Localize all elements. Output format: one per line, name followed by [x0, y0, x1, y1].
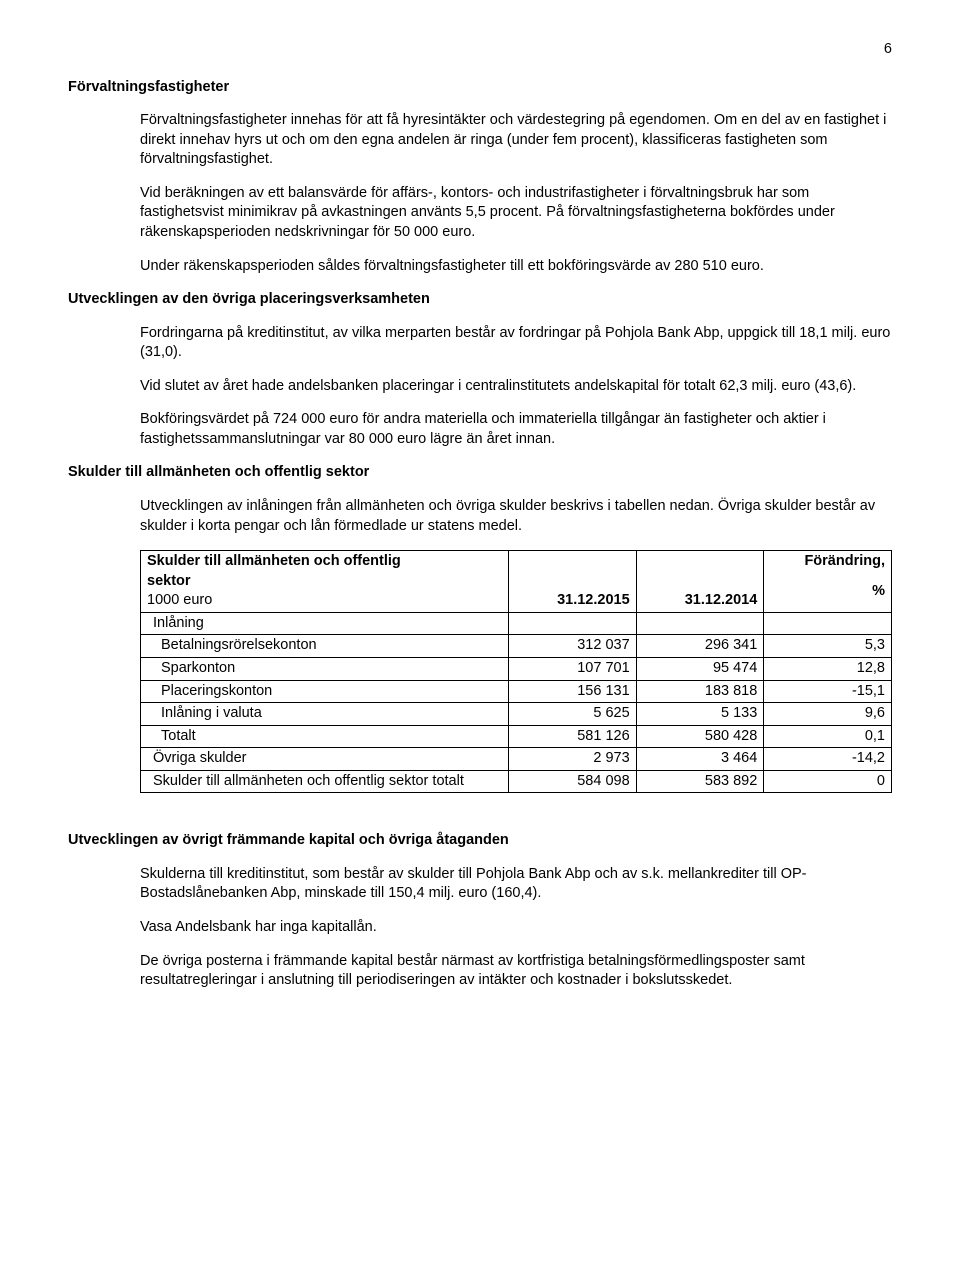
row-value: 5 133 — [636, 703, 764, 726]
col-change-l1: Förändring, — [764, 551, 892, 582]
row-value: -15,1 — [764, 680, 892, 703]
s2-p1: Fordringarna på kreditinstitut, av vilka… — [140, 324, 892, 363]
heading-utvecklingen-placering: Utvecklingen av den övriga placeringsver… — [68, 290, 892, 310]
row-value: 581 126 — [509, 725, 637, 748]
row-value: 3 464 — [636, 748, 764, 771]
s1-p2: Vid beräkningen av ett balansvärde för a… — [140, 184, 892, 243]
row-value: 156 131 — [509, 680, 637, 703]
row-value: 0,1 — [764, 725, 892, 748]
table-title-l1: Skulder till allmänheten och offentlig — [147, 553, 401, 569]
row-label: Inlåning — [141, 612, 509, 635]
row-label: Placeringskonton — [141, 680, 509, 703]
table-row: Inlåning i valuta5 6255 1339,6 — [141, 703, 892, 726]
section-3-body: Utvecklingen av inlåningen från allmänhe… — [140, 497, 892, 536]
table-unit: 1000 euro — [147, 592, 212, 608]
col-2015: 31.12.2015 — [509, 551, 637, 613]
s2-p3: Bokföringsvärdet på 724 000 euro för and… — [140, 410, 892, 449]
row-value — [764, 612, 892, 635]
s1-p1: Förvaltningsfastigheter innehas för att … — [140, 111, 892, 170]
s4-p2: Vasa Andelsbank har inga kapitallån. — [140, 918, 892, 938]
row-label: Sparkonton — [141, 657, 509, 680]
row-label: Inlåning i valuta — [141, 703, 509, 726]
col-change-l2: % — [764, 581, 892, 612]
table-title-l2: sektor — [147, 573, 191, 589]
table-row: Övriga skulder2 9733 464-14,2 — [141, 748, 892, 771]
row-value: 0 — [764, 770, 892, 793]
table-row: Placeringskonton156 131183 818-15,1 — [141, 680, 892, 703]
s4-p3: De övriga posterna i främmande kapital b… — [140, 952, 892, 991]
s4-p1: Skulderna till kreditinstitut, som bestå… — [140, 865, 892, 904]
table-row: Skulder till allmänheten och offentlig s… — [141, 770, 892, 793]
s1-p3: Under räkenskapsperioden såldes förvaltn… — [140, 257, 892, 277]
section-4-body: Skulderna till kreditinstitut, som bestå… — [140, 865, 892, 991]
section-1-body: Förvaltningsfastigheter innehas för att … — [140, 111, 892, 276]
row-value: 584 098 — [509, 770, 637, 793]
section-2-body: Fordringarna på kreditinstitut, av vilka… — [140, 324, 892, 450]
row-value: 107 701 — [509, 657, 637, 680]
table-row: Totalt581 126580 4280,1 — [141, 725, 892, 748]
row-label: Skulder till allmänheten och offentlig s… — [141, 770, 509, 793]
row-value: 95 474 — [636, 657, 764, 680]
row-value: 580 428 — [636, 725, 764, 748]
row-value: -14,2 — [764, 748, 892, 771]
row-label: Totalt — [141, 725, 509, 748]
row-label: Betalningsrörelsekonton — [141, 635, 509, 658]
col-2014: 31.12.2014 — [636, 551, 764, 613]
table-row: Inlåning — [141, 612, 892, 635]
row-value: 183 818 — [636, 680, 764, 703]
s3-p1: Utvecklingen av inlåningen från allmänhe… — [140, 497, 892, 536]
skulder-table: Skulder till allmänheten och offentlig s… — [140, 550, 892, 793]
table-row: Betalningsrörelsekonton312 037296 3415,3 — [141, 635, 892, 658]
heading-forvaltningsfastigheter: Förvaltningsfastigheter — [68, 78, 892, 98]
row-value: 5,3 — [764, 635, 892, 658]
row-value: 312 037 — [509, 635, 637, 658]
row-value: 583 892 — [636, 770, 764, 793]
row-label: Övriga skulder — [141, 748, 509, 771]
table-row: Sparkonton107 70195 47412,8 — [141, 657, 892, 680]
row-value — [509, 612, 637, 635]
page-number: 6 — [68, 40, 892, 60]
heading-skulder: Skulder till allmänheten och offentlig s… — [68, 463, 892, 483]
s2-p2: Vid slutet av året hade andelsbanken pla… — [140, 377, 892, 397]
row-value: 12,8 — [764, 657, 892, 680]
row-value: 9,6 — [764, 703, 892, 726]
row-value: 296 341 — [636, 635, 764, 658]
row-value: 2 973 — [509, 748, 637, 771]
table-title-cell: Skulder till allmänheten och offentlig s… — [141, 551, 509, 613]
row-value: 5 625 — [509, 703, 637, 726]
table-header-row-1: Skulder till allmänheten och offentlig s… — [141, 551, 892, 582]
heading-utvecklingen-ovrigt: Utvecklingen av övrigt främmande kapital… — [68, 831, 892, 851]
row-value — [636, 612, 764, 635]
